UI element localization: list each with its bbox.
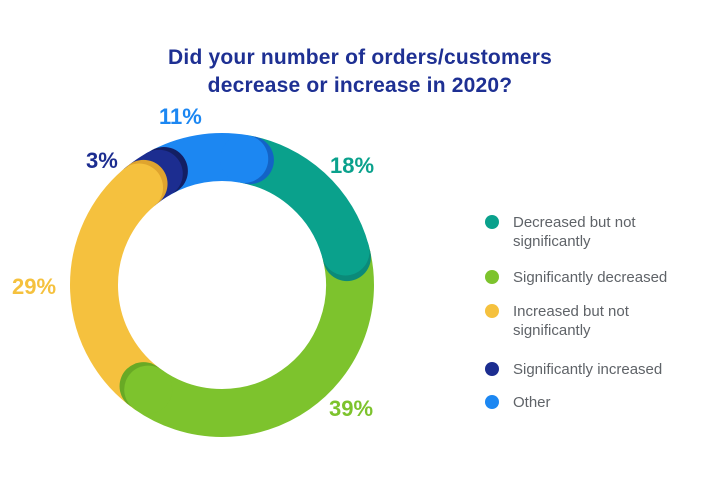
donut-cap-other xyxy=(220,134,269,183)
legend-item-increased-not-significantly: Increased but not significantly xyxy=(485,302,691,340)
chart-title: Did your number of orders/customers decre… xyxy=(0,44,720,100)
legend-item-significantly-increased: Significantly increased xyxy=(485,360,691,379)
donut-segment-increased-not-significantly xyxy=(70,169,163,410)
legend-dot-other-icon xyxy=(485,395,499,409)
legend-label: Significantly decreased xyxy=(513,269,668,286)
legend-item-other: Other xyxy=(485,393,691,412)
legend-dot-decreased-not-significantly-icon xyxy=(485,215,499,229)
legend-item-decreased-not-significantly: Decreased but not significantly xyxy=(485,213,691,251)
legend-dot-significantly-increased-icon xyxy=(485,362,499,376)
legend-dot-significantly-decreased-icon xyxy=(485,270,499,284)
percent-label-increased-not-significantly: 29% xyxy=(12,274,57,299)
percent-label-significantly-increased: 3% xyxy=(86,148,118,173)
legend-label: Other xyxy=(513,394,551,411)
donut-cap-significantly-decreased xyxy=(124,365,173,414)
percent-label-decreased-not-significantly: 18% xyxy=(330,153,375,178)
legend-label: Significantly increased xyxy=(513,361,663,378)
chart-title-line2: decrease or increase in 2020? xyxy=(207,74,513,98)
donut-cap-decreased-not-significantly xyxy=(321,227,370,276)
donut-segment-significantly-decreased xyxy=(134,245,374,437)
donut-cap-increased-not-significantly xyxy=(115,163,164,212)
legend-dot-increased-not-significantly-icon xyxy=(485,304,499,318)
percent-label-other: 11% xyxy=(159,104,202,129)
legend-label: Increased but not significantly xyxy=(513,303,629,339)
percent-label-significantly-decreased: 39% xyxy=(329,396,374,421)
legend-label: Decreased but not significantly xyxy=(513,214,636,250)
chart-title-line1: Did your number of orders/customers xyxy=(168,46,552,70)
legend-item-significantly-decreased: Significantly decreased xyxy=(485,268,691,287)
